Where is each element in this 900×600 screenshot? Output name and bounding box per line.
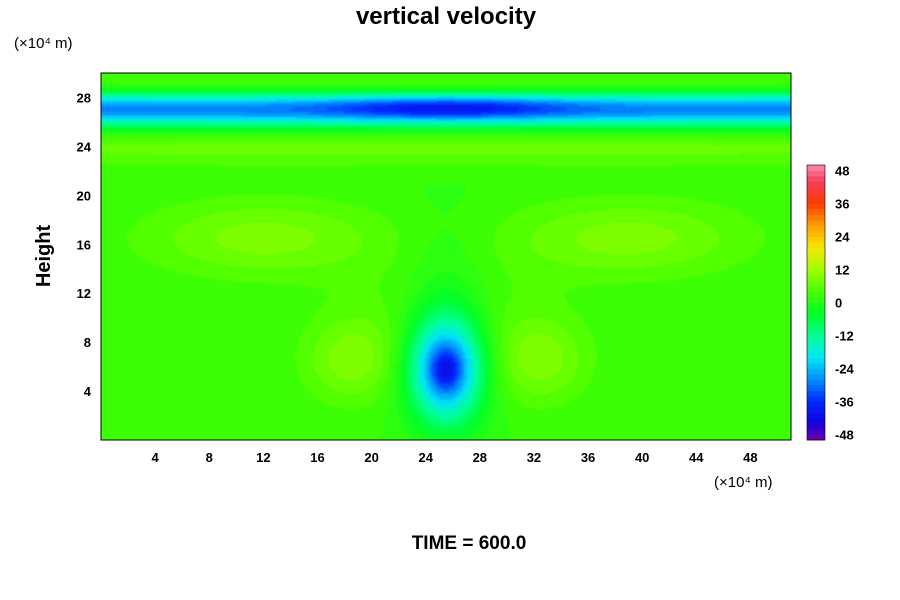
colorbar-swatch <box>807 368 825 375</box>
colorbar-swatch <box>807 170 825 177</box>
y-tick-12: 12 <box>77 286 91 301</box>
colorbar-swatch <box>807 412 825 419</box>
colorbar-swatch <box>807 357 825 364</box>
colorbar-swatch <box>807 176 825 182</box>
x-tick-40: 40 <box>635 450 649 465</box>
colorbar-swatch <box>807 242 825 248</box>
plot-area <box>100 72 792 441</box>
x-tick-28: 28 <box>473 450 487 465</box>
x-tick-labels: 4 8 12 16 20 24 28 32 36 40 44 48 <box>152 450 758 465</box>
colorbar <box>806 164 826 441</box>
colorbar-swatch <box>807 264 825 270</box>
y-tick-labels: 4 8 12 16 20 24 28 <box>77 90 92 399</box>
colorbar-swatch <box>807 313 825 320</box>
x-tick-8: 8 <box>206 450 213 465</box>
colorbar-swatch <box>807 198 825 204</box>
plot-frame <box>100 72 792 441</box>
colorbar-swatch <box>807 396 825 402</box>
y-tick-8: 8 <box>84 335 91 350</box>
y-axis-label: Height <box>33 225 55 288</box>
colorbar-swatch <box>807 423 825 430</box>
colorbar-swatch <box>807 341 825 347</box>
colorbar-swatch <box>807 390 825 397</box>
colorbar-swatch <box>807 192 825 199</box>
colorbar-tick--24: -24 <box>835 362 855 377</box>
colorbar-tick--48: -48 <box>835 428 854 443</box>
x-tick-44: 44 <box>689 450 704 465</box>
y-unit-label: (×10⁴ m) <box>14 35 73 52</box>
colorbar-swatch <box>807 209 825 215</box>
colorbar-tick--12: -12 <box>835 329 854 344</box>
y-tick-24: 24 <box>77 139 92 154</box>
x-tick-32: 32 <box>527 450 541 465</box>
colorbar-swatch <box>807 269 825 276</box>
x-tick-20: 20 <box>364 450 378 465</box>
colorbar-swatch <box>807 385 825 391</box>
colorbar-swatch <box>807 225 825 232</box>
colorbar-swatch <box>807 253 825 259</box>
x-tick-24: 24 <box>418 450 433 465</box>
x-unit-label: (×10⁴ m) <box>714 474 773 491</box>
colorbar-swatch <box>807 203 825 210</box>
y-tick-20: 20 <box>77 188 91 203</box>
colorbar-swatch <box>807 324 825 331</box>
colorbar-swatch <box>807 374 825 380</box>
colorbar-tick-12: 12 <box>835 263 849 278</box>
colorbar-tick-labels: 48 36 24 12 0 -12 -24 -36 -48 <box>835 164 855 443</box>
colorbar-tick-48: 48 <box>835 164 849 179</box>
y-tick-4: 4 <box>84 384 92 399</box>
colorbar-swatch <box>807 418 825 424</box>
colorbar-swatch <box>807 220 825 226</box>
colorbar-frame <box>806 164 826 441</box>
colorbar-tick--36: -36 <box>835 395 854 410</box>
colorbar-swatch <box>807 302 825 309</box>
heatmap-field <box>101 73 791 440</box>
colorbar-swatch <box>807 214 825 221</box>
x-tick-4: 4 <box>152 450 160 465</box>
colorbar-swatch <box>807 434 825 441</box>
colorbar-swatch <box>807 308 825 314</box>
colorbar-swatch <box>807 407 825 413</box>
colorbar-swatch <box>807 429 825 435</box>
colorbar-swatch <box>807 363 825 369</box>
colorbar-swatch <box>807 335 825 342</box>
colorbar-swatch <box>807 319 825 325</box>
colorbar-swatch <box>807 297 825 303</box>
colorbar-swatch <box>807 330 825 336</box>
colorbar-tick-0: 0 <box>835 296 842 311</box>
colorbar-swatch <box>807 286 825 292</box>
colorbar-swatch <box>807 187 825 193</box>
colorbar-swatch <box>807 231 825 237</box>
x-tick-36: 36 <box>581 450 595 465</box>
x-tick-48: 48 <box>743 450 757 465</box>
y-tick-16: 16 <box>77 237 91 252</box>
colorbar-swatch <box>807 280 825 287</box>
colorbar-swatch <box>807 236 825 243</box>
colorbar-swatch <box>807 275 825 281</box>
colorbar-swatch <box>807 379 825 386</box>
colorbar-tick-36: 36 <box>835 197 849 212</box>
x-tick-16: 16 <box>310 450 324 465</box>
colorbar-swatch <box>807 165 825 171</box>
colorbar-swatch <box>807 352 825 358</box>
colorbar-swatch <box>807 181 825 188</box>
colorbar-swatch <box>807 258 825 265</box>
x-tick-12: 12 <box>256 450 270 465</box>
colorbar-swatch <box>807 401 825 408</box>
y-tick-28: 28 <box>77 90 91 105</box>
colorbar-swatch <box>807 247 825 254</box>
colorbar-swatch <box>807 346 825 353</box>
colorbar-tick-24: 24 <box>835 230 850 245</box>
chart-title: vertical velocity <box>356 3 537 30</box>
colorbar-swatch <box>807 291 825 298</box>
time-label: TIME = 600.0 <box>412 533 527 554</box>
